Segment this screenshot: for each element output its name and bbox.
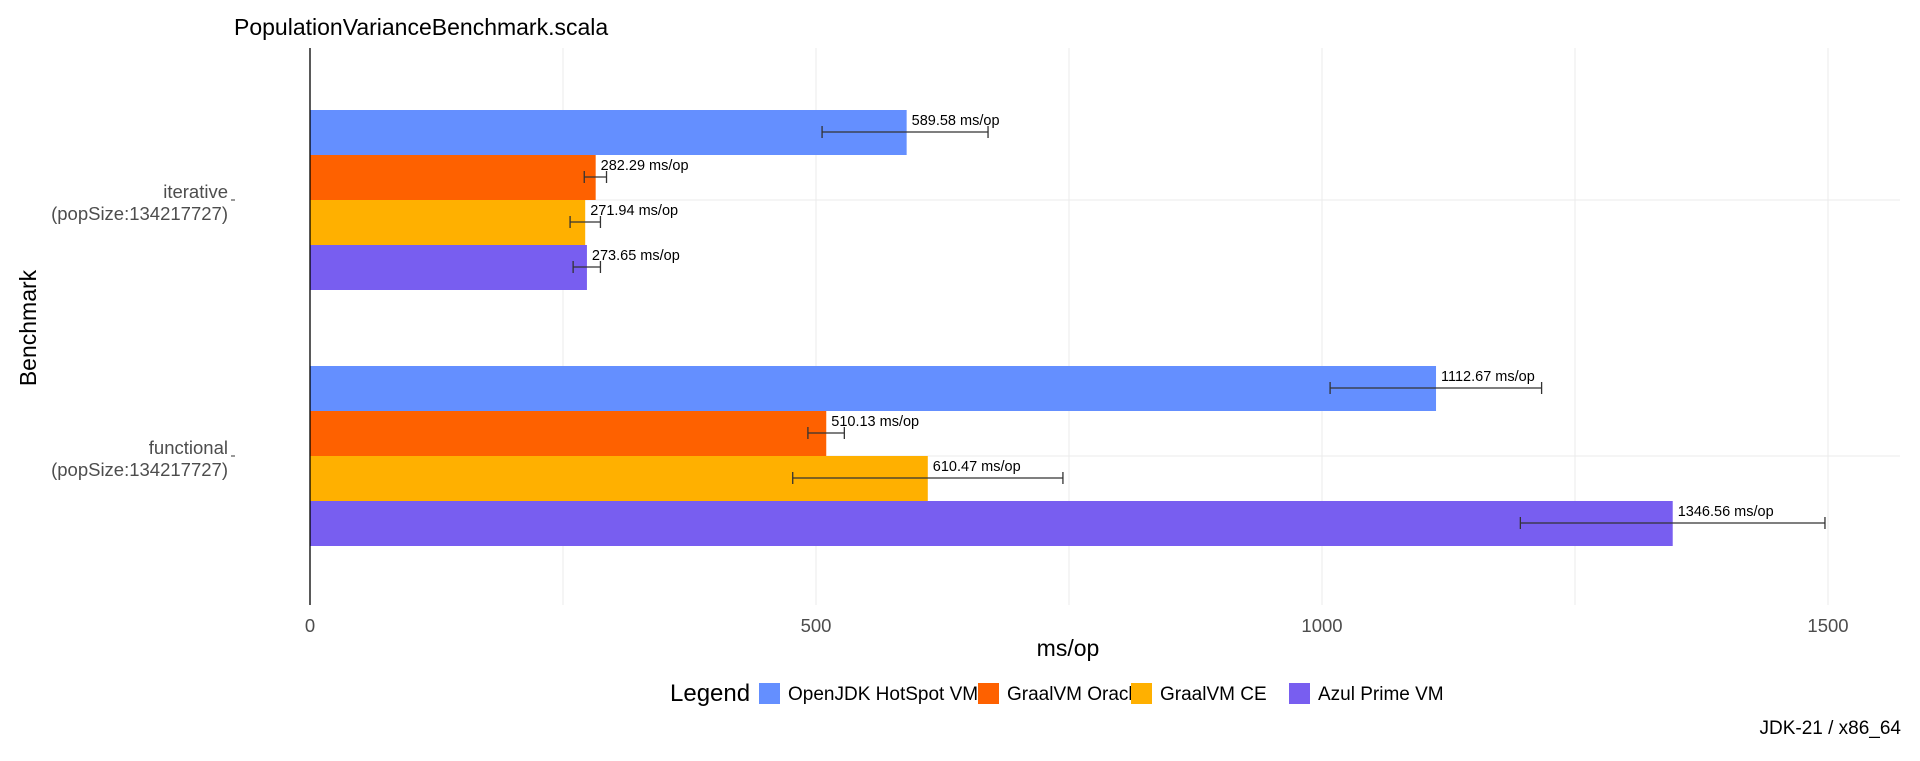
error-bar: [792, 472, 1064, 484]
legend-title: Legend: [670, 680, 750, 707]
chart-title: PopulationVarianceBenchmark.scala: [234, 14, 608, 40]
error-bar: [1329, 382, 1543, 394]
legend-swatch: [759, 683, 780, 704]
x-tick-label: 1000: [1301, 615, 1342, 636]
legend-swatch: [978, 683, 999, 704]
bar: [310, 366, 1437, 411]
error-bar: [1519, 517, 1826, 529]
bar: [310, 411, 827, 456]
data-label: 510.13 ms/op: [831, 414, 919, 430]
bar: [310, 200, 586, 245]
data-label: 271.94 ms/op: [590, 203, 678, 219]
legend-item: GraalVM CE: [1131, 683, 1267, 705]
data-label: 1346.56 ms/op: [1678, 504, 1774, 520]
legend-item: Azul Prime VM: [1289, 683, 1444, 705]
bar: [310, 501, 1673, 546]
legend-item: OpenJDK HotSpot VM: [759, 683, 978, 705]
legend-swatch: [1131, 683, 1152, 704]
bar: [310, 245, 587, 290]
x-tick-label: 500: [801, 615, 832, 636]
data-label: 610.47 ms/op: [933, 459, 1021, 475]
y-tick-label: functional: [149, 437, 228, 458]
x-tick-label: 1500: [1807, 615, 1848, 636]
chart-caption: JDK-21 / x86_64: [1759, 718, 1901, 739]
legend-label: GraalVM Oracle: [1007, 684, 1143, 705]
data-label: 273.65 ms/op: [592, 248, 680, 264]
x-axis-title: ms/op: [1037, 635, 1100, 661]
legend-swatch: [1289, 683, 1310, 704]
bar: [310, 155, 596, 200]
error-bar: [572, 261, 602, 273]
error-bar: [569, 216, 602, 228]
y-axis-title: Benchmark: [15, 269, 41, 386]
legend-label: GraalVM CE: [1160, 684, 1267, 705]
y-tick-label: iterative: [163, 181, 228, 202]
error-bar: [583, 171, 608, 183]
data-label: 589.58 ms/op: [912, 113, 1000, 129]
data-label: 282.29 ms/op: [601, 158, 689, 174]
x-tick-label: 0: [305, 615, 315, 636]
data-label: 1112.67 ms/op: [1441, 369, 1535, 385]
legend-item: GraalVM Oracle: [978, 683, 1143, 705]
y-tick-label: (popSize:134217727): [51, 459, 228, 480]
legend-label: OpenJDK HotSpot VM: [788, 684, 978, 705]
bar: [310, 110, 907, 155]
y-tick-label: (popSize:134217727): [51, 203, 228, 224]
error-bar: [807, 427, 845, 439]
error-bar: [821, 126, 989, 138]
legend-label: Azul Prime VM: [1318, 684, 1444, 705]
